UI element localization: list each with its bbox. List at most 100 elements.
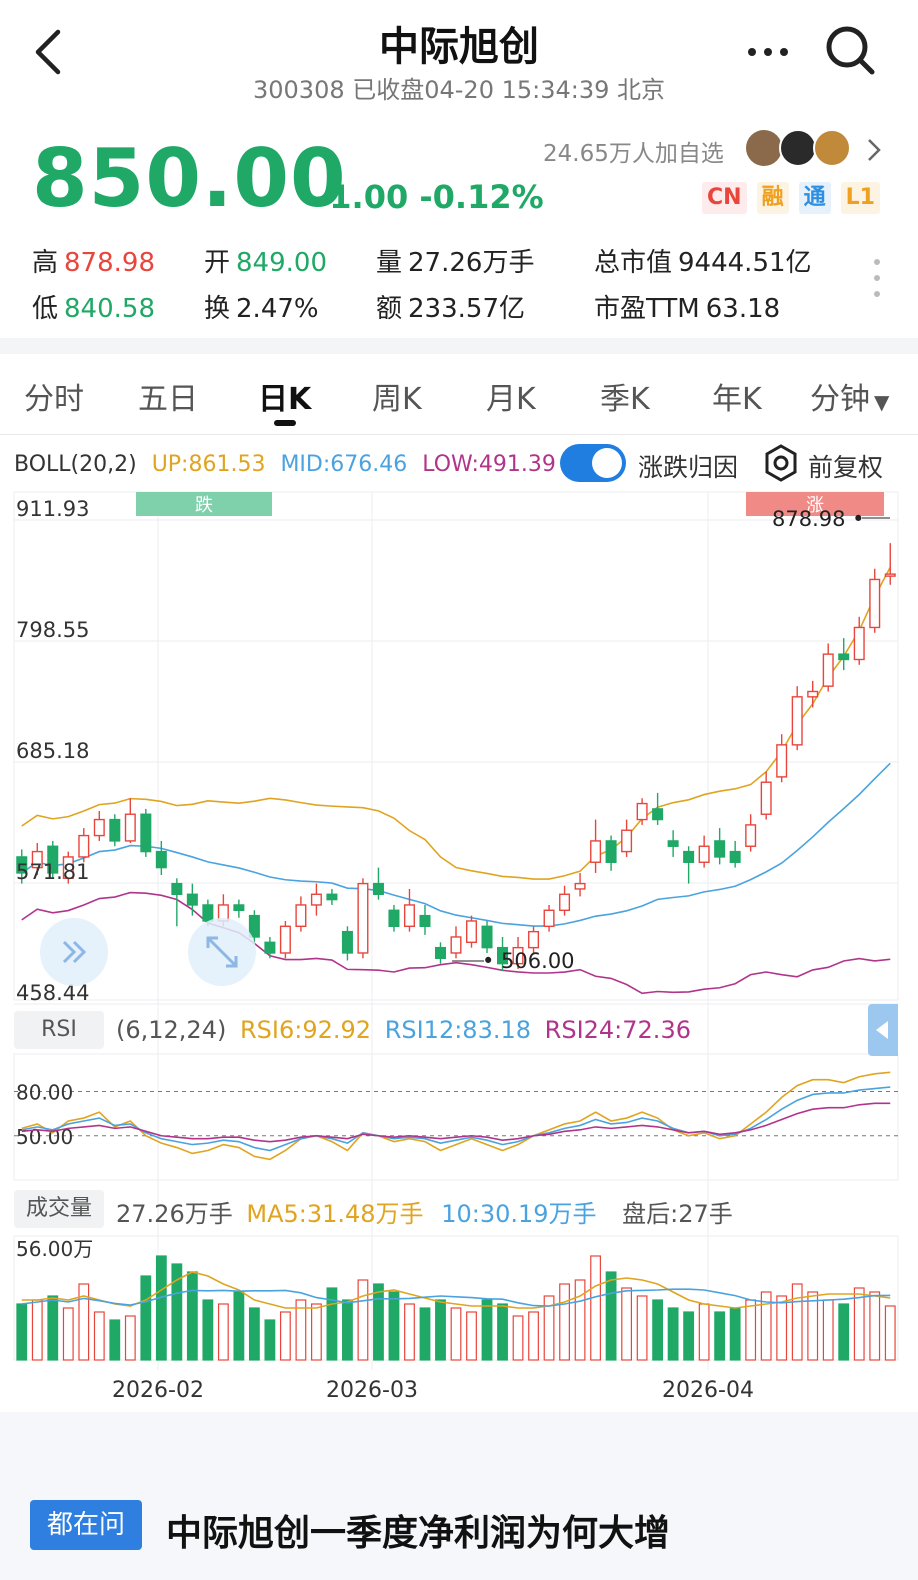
fullscreen-button[interactable] [188,918,256,986]
candle-body [62,856,74,879]
volume-bar [217,1303,229,1361]
volume-bar [714,1311,726,1361]
stat-pe-ttm: 市盈TTM 63.18 [594,294,781,324]
candle-body [729,850,741,863]
rise-marker-box [746,492,884,516]
volume-bar [590,1255,601,1361]
candle-body [791,696,803,746]
price-change: -1.00 -0.12% [316,178,544,216]
boll-lower-line [21,891,891,995]
volume-tag[interactable]: 成交量 [14,1190,104,1228]
candle-body [481,925,493,949]
qa-question[interactable]: 中际旭创一季度净利润为何大增 [166,1513,671,1554]
stat-turnover: 换 2.47% [204,294,319,324]
candle-body [233,904,245,911]
candle-body [621,829,633,853]
volume-ma-lines [21,1271,891,1309]
candle-body [326,893,338,901]
candle-body [341,930,353,954]
candle-body [186,893,198,906]
volume-bar [497,1303,508,1361]
date-tick-label: 2026-03 [326,1378,418,1403]
volume-bars: 56.00万 [13,1235,899,1361]
rsi-tag[interactable]: RSI [14,1011,104,1049]
badge-l1[interactable]: L1 [840,182,880,214]
badge-connect[interactable]: 通 [798,182,831,214]
vertical-more-icon[interactable] [872,256,882,300]
volume-bar [512,1315,524,1361]
volume-bar [574,1279,586,1361]
volume-bar [124,1315,136,1361]
volume-bar [202,1299,214,1361]
candles [16,543,896,972]
rsi-lines [21,1071,891,1161]
candle-body [31,850,43,869]
candle-body [248,914,260,938]
collapse-side-tab[interactable] [868,1004,898,1056]
qa-tag[interactable]: 都在问 [30,1500,142,1550]
volume-bar [621,1287,633,1361]
candle-body [528,930,540,949]
adjust-label[interactable]: 前复权 [808,453,884,482]
volume-bar [62,1307,74,1361]
tab-minute[interactable]: 分钟 ▼ [810,382,890,417]
search-icon[interactable] [820,20,880,80]
chevron-right-icon[interactable] [864,136,884,164]
candle-body [357,882,369,954]
volume-bar [357,1279,369,1361]
volume-bar [884,1305,896,1361]
boll-lines [21,566,891,995]
volume-bar [528,1311,539,1361]
volume-bar [729,1307,741,1361]
price-tick-label: 685.18 [16,739,89,763]
double-chevron-right-icon [62,940,87,964]
tab-intraday[interactable]: 分时 [24,382,84,417]
boll-legend[interactable]: BOLL(20,2) UP:861.53 MID:676.46 LOW:491.… [14,452,556,477]
volume-legend: 27.26万手 MA5:31.48万手 10:30.19万手 盘后:27手 [116,1200,733,1228]
volume-bar [698,1303,710,1361]
event-markers: 跌涨 [136,492,884,516]
stat-amount: 额 233.57亿 [376,294,525,324]
follower-avatars[interactable] [746,128,854,168]
fall-marker-label: 跌 [195,495,213,516]
candle-body [838,653,850,661]
candle-body [760,781,772,815]
followers-count[interactable]: 24.65万人加自选 [543,141,724,167]
candle-body [543,909,555,927]
min-price-label: • 506.00 [482,949,575,973]
date-tick-label: 2026-04 [662,1378,754,1403]
candle-body [372,882,384,895]
tab-daily-k[interactable]: 日K [258,382,312,417]
tab-monthly-k[interactable]: 月K [486,382,536,417]
badge-cn[interactable]: CN [702,182,747,214]
volume-bar [543,1295,555,1361]
volume-max-tick: 56.00万 [16,1237,93,1261]
candle-body [47,845,59,874]
boll-mid-line [21,762,891,927]
badge-margin[interactable]: 融 [756,182,789,214]
rsi12-line [21,1086,891,1152]
period-tabs: 分时 五日 日K 周K 月K 季K 年K 分钟 ▼ [0,360,918,434]
more-icon[interactable] [742,30,794,74]
candle-body [776,744,788,778]
attribution-toggle[interactable] [560,444,626,482]
settings-gear-icon[interactable] [762,444,800,482]
volume-bar [776,1295,788,1361]
stock-chart[interactable]: 跌涨 911.93798.55685.18571.81458.44 878.98… [0,488,918,1412]
volume-bar [31,1299,43,1361]
tab-weekly-k[interactable]: 周K [372,382,422,417]
volume-bar [559,1283,570,1361]
candle-body [434,946,446,960]
candle-body [652,808,664,821]
tab-five-day[interactable]: 五日 [138,382,198,417]
expand-panel-button[interactable] [40,918,108,986]
tab-quarterly-k[interactable]: 季K [600,382,650,417]
tab-yearly-k[interactable]: 年K [712,382,762,417]
volume-bar [171,1263,183,1361]
candle-body [745,824,757,847]
candle-body [295,904,307,927]
back-arrow-icon[interactable] [26,24,74,80]
volume-bar [435,1299,446,1361]
volume-bar [791,1283,803,1361]
